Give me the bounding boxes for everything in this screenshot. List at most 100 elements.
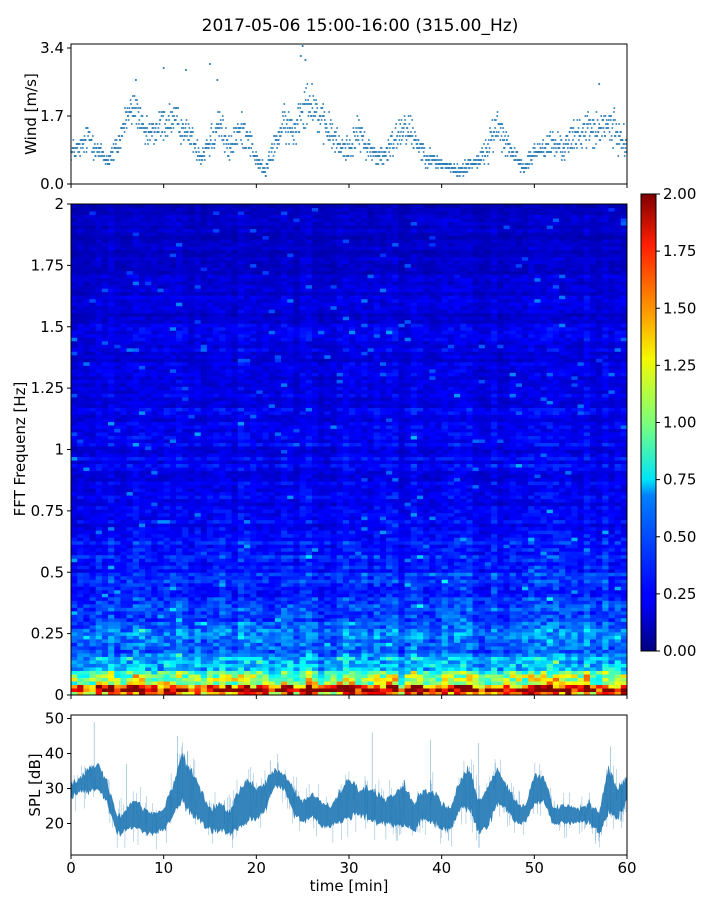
spectrogram-cell (472, 659, 480, 664)
spectrogram-cell (361, 554, 369, 559)
spectrogram-cell (194, 663, 202, 668)
spectrogram-cell (120, 635, 128, 640)
spectrogram-cell (373, 631, 381, 636)
spectrogram-cell (120, 645, 128, 650)
wind-data-point (388, 151, 390, 153)
wind-data-point (139, 107, 142, 109)
figure-title: 2017-05-06 15:00-16:00 (315.00_Hz) (202, 16, 519, 36)
spectrogram-cell (472, 568, 480, 573)
spectrogram-cell (95, 607, 103, 612)
spectrogram-cell (497, 614, 504, 619)
wind-data-point (400, 131, 402, 133)
spectrogram-cell (472, 565, 480, 570)
wind-data-point (582, 135, 585, 137)
spectrogram-cell (589, 656, 597, 661)
spectrogram-cell (361, 635, 369, 640)
spectrogram-cell (546, 645, 554, 650)
spectrogram-cell (281, 614, 288, 619)
spectrogram-cell (194, 554, 202, 559)
spectrogram-cell (454, 568, 461, 573)
spectrogram-cell (126, 554, 134, 559)
spectrogram-cell (108, 638, 115, 643)
spectrogram-cell (77, 582, 84, 587)
spectrogram-cell (77, 691, 84, 695)
spectrogram-cell (299, 575, 307, 580)
spectrogram-cell (330, 649, 338, 654)
spectrogram-cell (466, 687, 474, 692)
spectrogram-cell (188, 596, 196, 601)
spectrogram-cell (287, 603, 294, 608)
spectrogram-cell (108, 554, 115, 559)
spectrogram-cell (169, 673, 177, 678)
spectrogram-cell (620, 684, 627, 689)
spectrogram-cell (324, 582, 331, 587)
spectrogram-cell (478, 666, 486, 671)
spectrogram-cell (355, 568, 362, 573)
spectrogram-cell (237, 666, 245, 671)
spectrogram-cell (392, 575, 399, 580)
spectrogram-cell (157, 610, 165, 615)
wind-data-point (239, 127, 242, 129)
spectrogram-cell (466, 656, 474, 661)
spectrogram-cell (386, 586, 393, 591)
spectrogram-cell (602, 621, 609, 626)
spectrogram-cell (361, 663, 369, 668)
spectrogram-cell (95, 617, 103, 622)
spectrogram-cell (386, 677, 393, 682)
spectrogram-cell (126, 649, 134, 654)
spectrogram-cell (398, 579, 406, 584)
spectrogram-cell (410, 680, 418, 685)
spectrogram-cell (491, 631, 498, 636)
spectrogram-cell (299, 579, 307, 584)
spectrogram-cell (108, 593, 115, 598)
spectrogram-cell (188, 659, 196, 664)
spectrogram-cell (95, 614, 103, 619)
spectrogram-cell (454, 652, 461, 657)
spectrogram-cell (225, 670, 233, 675)
spectrogram-cell (429, 656, 436, 661)
spectrogram-cell (497, 628, 504, 633)
spectrogram-cell (355, 677, 362, 682)
spectrogram-cell (293, 607, 301, 612)
wind-data-point (310, 115, 313, 117)
spectrogram-cell (95, 565, 103, 570)
spectrogram-cell (318, 670, 325, 675)
wind-data-point (598, 127, 600, 129)
spectrogram-cell (219, 677, 226, 682)
spectrogram-cell (176, 586, 183, 591)
spectrogram-cell (577, 677, 585, 682)
spectrogram-cell (219, 638, 226, 643)
spectrogram-cell (219, 673, 226, 678)
spectrogram-cell (305, 579, 313, 584)
spectrogram-cell (342, 568, 350, 573)
wind-data-point (346, 143, 349, 145)
wind-data-point (225, 143, 228, 145)
spectrogram-cell (602, 631, 609, 636)
spectrogram-cell (608, 561, 616, 566)
spectrogram-cell (466, 610, 474, 615)
spectrogram-cell (225, 614, 233, 619)
spectrogram-cell (256, 677, 264, 682)
spectrogram-cell (256, 621, 264, 626)
spectrogram-cell (515, 684, 523, 689)
spectrogram-cell (225, 652, 233, 657)
spectrogram-cell (349, 645, 356, 650)
spectrogram-cell (274, 691, 282, 695)
spectrogram-cell (237, 603, 245, 608)
spectrogram-cell (515, 645, 523, 650)
spectrogram-cell (342, 635, 350, 640)
spectrogram-cell (330, 575, 338, 580)
spectrogram-cell (101, 610, 109, 615)
spectrogram-cell (299, 561, 307, 566)
spectrogram-cell (466, 638, 474, 643)
spectrogram-cell (565, 617, 572, 622)
spectrogram-cell (83, 589, 91, 594)
spectrogram-cell (206, 684, 214, 689)
spectrogram-cell (552, 621, 560, 626)
spectrogram-cell (423, 621, 430, 626)
spectrogram-cell (299, 572, 307, 577)
spectrogram-cell (151, 624, 158, 629)
spectrogram-cell (188, 603, 196, 608)
wind-data-point (324, 123, 326, 125)
spectrogram-cell (138, 635, 146, 640)
